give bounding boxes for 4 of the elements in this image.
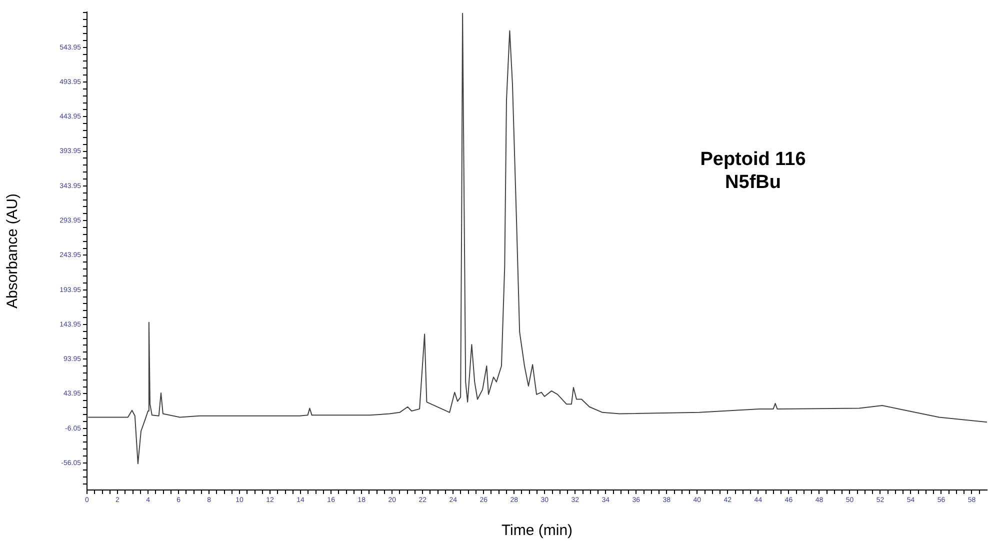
x-axis-title: Time (min) [501,522,573,540]
annotation: N5fBu [725,172,781,194]
y-axis-title: Absorbance (AU) [4,193,22,309]
annotation: Peptoid 116 [700,149,806,170]
